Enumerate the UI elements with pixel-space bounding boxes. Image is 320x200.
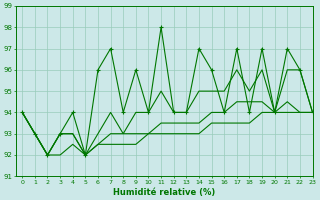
X-axis label: Humidité relative (%): Humidité relative (%) bbox=[113, 188, 215, 197]
